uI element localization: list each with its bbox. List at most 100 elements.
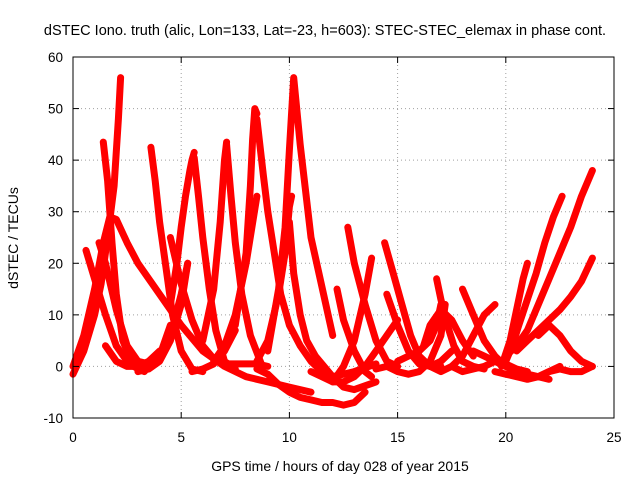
data-point-marker: [284, 177, 291, 184]
data-point-marker: [536, 260, 542, 267]
data-point-marker: [101, 146, 108, 153]
data-point-marker: [112, 169, 118, 176]
data-point-marker: [352, 333, 359, 340]
data-point-marker: [90, 289, 97, 296]
data-point-marker: [525, 293, 532, 300]
data-point-marker: [202, 324, 209, 331]
data-point-marker: [264, 208, 271, 215]
data-point-marker: [151, 171, 158, 178]
data-point-marker: [259, 164, 266, 171]
data-point-marker: [118, 324, 125, 331]
data-point-marker: [449, 336, 455, 343]
data-point-marker: [177, 304, 184, 311]
data-point-marker: [201, 249, 208, 256]
data-point-marker: [184, 260, 191, 267]
data-point-marker: [213, 257, 220, 264]
data-point-marker: [406, 329, 413, 335]
data-point-marker: [372, 334, 379, 341]
data-point-marker: [282, 308, 289, 315]
data-point-marker: [315, 268, 322, 275]
data-point-marker: [388, 263, 395, 270]
data-point-marker: [520, 275, 527, 282]
data-point-marker: [448, 334, 455, 340]
data-point-marker: [192, 162, 198, 169]
data-point-marker: [106, 202, 113, 209]
data-point-marker: [218, 194, 225, 201]
data-point-marker: [101, 236, 108, 242]
data-point-marker: [182, 193, 189, 200]
data-point-marker: [441, 311, 448, 318]
data-point-marker: [365, 313, 372, 320]
data-series: [426, 301, 499, 376]
data-point-marker: [274, 291, 281, 298]
data-point-marker: [195, 193, 202, 200]
data-point-marker: [499, 360, 506, 367]
data-point-marker: [92, 307, 99, 314]
data-point-marker: [180, 286, 186, 293]
data-point-marker: [336, 299, 343, 306]
data-point-marker: [284, 315, 291, 322]
data-point-marker: [289, 260, 296, 267]
data-point-marker: [232, 322, 239, 329]
data-point-marker: [122, 336, 129, 343]
data-point-marker: [171, 322, 178, 329]
data-point-marker: [514, 302, 521, 309]
data-point-marker: [300, 322, 306, 329]
data-point-marker: [292, 282, 299, 289]
data-point-marker: [167, 337, 174, 344]
data-point-marker: [511, 315, 518, 322]
data-point-marker: [353, 329, 360, 336]
data-point-marker: [433, 322, 440, 329]
data-point-marker: [423, 334, 430, 340]
data-point-marker: [295, 122, 302, 129]
data-point-marker: [242, 256, 249, 262]
data-point-marker: [546, 376, 553, 383]
data-point-marker: [440, 307, 447, 314]
data-point-marker: [513, 306, 520, 313]
data-point-marker: [109, 250, 116, 256]
data-series: [329, 254, 376, 386]
data-point-marker: [209, 290, 216, 297]
data-point-marker: [322, 298, 329, 305]
data-point-marker: [516, 293, 523, 300]
data-point-marker: [111, 299, 118, 305]
data-point-marker: [289, 89, 296, 96]
data-point-marker: [302, 188, 309, 195]
data-point-marker: [589, 363, 596, 370]
data-point-marker: [266, 337, 273, 344]
data-point-marker: [363, 307, 370, 314]
data-point-marker: [119, 327, 126, 334]
data-point-marker: [297, 141, 304, 148]
data-point-marker: [197, 209, 204, 216]
data-point-marker: [386, 256, 393, 263]
data-point-marker: [365, 270, 372, 277]
data-point-marker: [94, 270, 101, 277]
data-point-marker: [170, 246, 177, 253]
data-point-marker: [506, 340, 513, 347]
data-point-marker: [175, 269, 182, 276]
data-point-marker: [108, 287, 115, 294]
data-point-marker: [113, 142, 120, 149]
data-point-marker: [98, 248, 105, 255]
data-point-marker: [167, 234, 174, 241]
data-point-marker: [279, 298, 286, 305]
data-point-marker: [383, 246, 390, 253]
data-point-marker: [199, 234, 206, 241]
data-point-marker: [116, 88, 123, 95]
data-point-marker: [509, 324, 516, 331]
data-point-marker: [194, 185, 201, 192]
data-point-marker: [282, 208, 289, 215]
data-point-marker: [228, 193, 234, 200]
data-point-marker: [93, 275, 100, 282]
data-point-marker: [183, 266, 190, 273]
data-point-marker: [83, 250, 90, 257]
data-point-marker: [87, 305, 94, 312]
data-series: [102, 342, 164, 370]
data-point-marker: [296, 132, 303, 139]
data-point-marker: [353, 267, 360, 274]
data-point-marker: [98, 296, 104, 303]
data-point-marker: [104, 224, 110, 231]
data-point-marker: [328, 328, 335, 335]
data-point-marker: [191, 154, 198, 161]
data-point-marker: [444, 322, 451, 329]
